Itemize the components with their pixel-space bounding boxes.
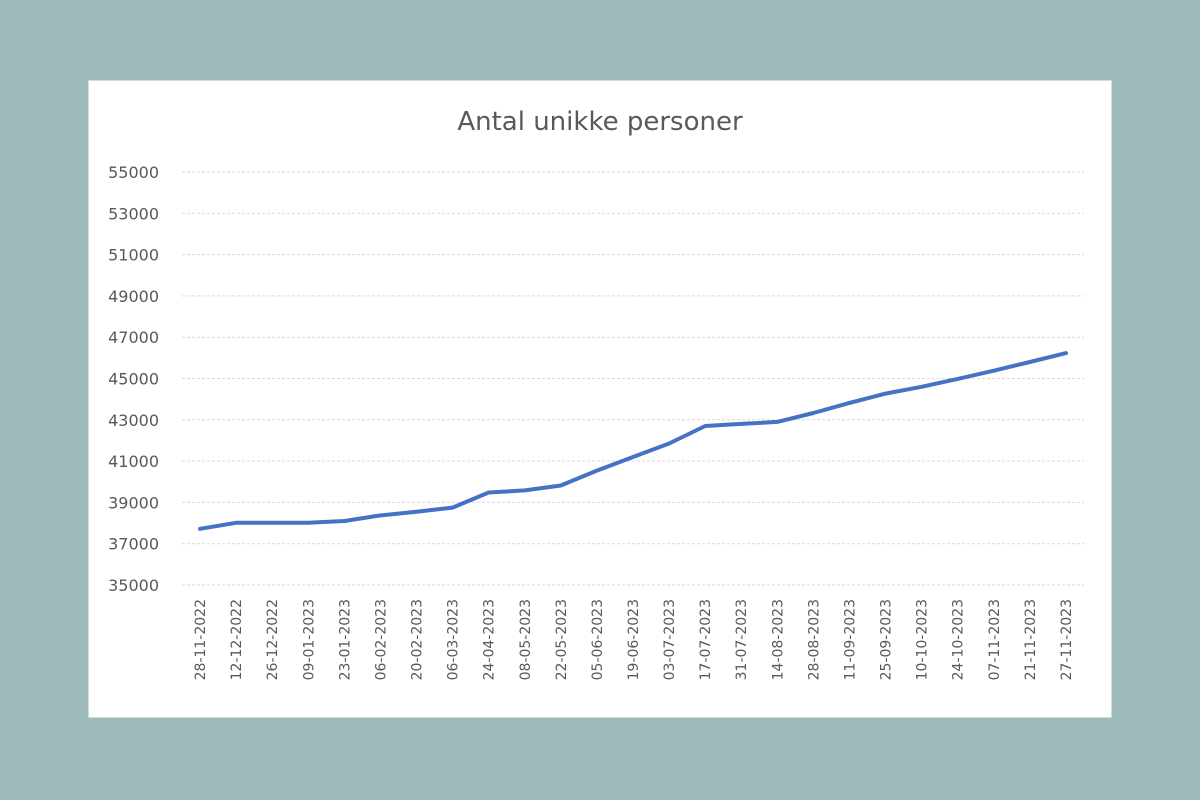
chart-card: Antal unikke personer 35000 37000 39000 410… bbox=[88, 80, 1112, 718]
x-tick-label: 26-12-2022 bbox=[265, 599, 281, 680]
y-tick-label: 35000 bbox=[108, 576, 159, 595]
y-tick-label: 51000 bbox=[108, 246, 159, 265]
y-tick-label: 45000 bbox=[108, 370, 159, 389]
x-tick-label: 14-08-2023 bbox=[770, 599, 786, 680]
line-chart: 35000 37000 39000 41000 43000 45000 47000 49000… bbox=[108, 163, 1084, 680]
y-tick-label: 47000 bbox=[108, 328, 159, 347]
x-tick-label: 06-03-2023 bbox=[446, 599, 462, 680]
x-tick-label: 06-02-2023 bbox=[373, 599, 389, 680]
x-tick-label: 28-11-2022 bbox=[193, 599, 209, 680]
x-tick-label: 25-09-2023 bbox=[879, 599, 895, 680]
x-tick-label: 21-11-2023 bbox=[1023, 599, 1039, 680]
y-tick-label: 49000 bbox=[108, 287, 159, 306]
x-tick-label: 24-04-2023 bbox=[482, 599, 498, 680]
x-tick-label: 31-07-2023 bbox=[734, 599, 750, 680]
x-tick-label: 05-06-2023 bbox=[590, 599, 606, 680]
y-tick-label: 43000 bbox=[108, 411, 159, 430]
x-tick-label: 11-09-2023 bbox=[842, 599, 858, 680]
x-tick-label: 09-01-2023 bbox=[301, 599, 317, 680]
x-tick-label: 27-11-2023 bbox=[1059, 599, 1075, 680]
y-axis-labels: 35000 37000 39000 41000 43000 45000 47000 49000… bbox=[108, 163, 159, 595]
y-tick-label: 41000 bbox=[108, 452, 159, 471]
y-tick-label: 55000 bbox=[108, 163, 159, 182]
series-line bbox=[198, 351, 1068, 531]
x-tick-label: 17-07-2023 bbox=[698, 599, 714, 680]
x-tick-label: 28-08-2023 bbox=[806, 599, 822, 680]
x-tick-label: 20-02-2023 bbox=[410, 599, 426, 680]
gridlines bbox=[182, 171, 1084, 586]
chart-title: Antal unikke personer bbox=[457, 107, 743, 137]
data-series bbox=[198, 351, 1068, 531]
x-tick-label: 12-12-2022 bbox=[229, 599, 245, 680]
x-tick-label: 24-10-2023 bbox=[951, 599, 967, 680]
x-tick-label: 22-05-2023 bbox=[554, 599, 570, 680]
x-tick-label: 03-07-2023 bbox=[662, 599, 678, 680]
x-tick-label: 10-10-2023 bbox=[915, 599, 931, 680]
x-tick-label: 08-05-2023 bbox=[518, 599, 534, 680]
x-tick-label: 23-01-2023 bbox=[337, 599, 353, 680]
x-tick-label: 19-06-2023 bbox=[626, 599, 642, 680]
x-tick-label: 07-11-2023 bbox=[987, 599, 1003, 680]
y-tick-label: 53000 bbox=[108, 204, 159, 223]
y-tick-label: 39000 bbox=[108, 493, 159, 512]
y-tick-label: 37000 bbox=[108, 535, 159, 554]
x-axis-labels: 28-11-2022 12-12-2022 26-12-2022 09-01-2023… bbox=[193, 599, 1075, 680]
